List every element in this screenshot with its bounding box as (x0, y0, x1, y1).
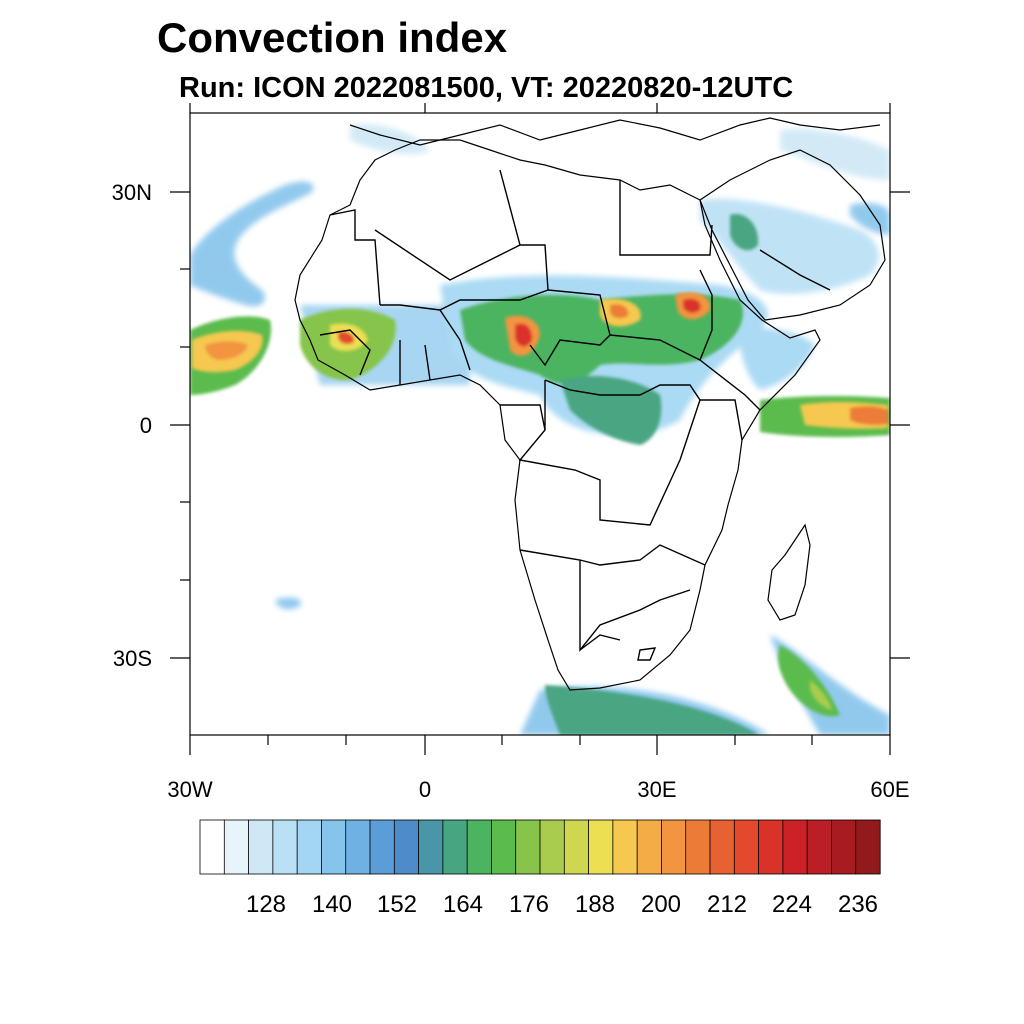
y-tick-label-30n: 30N (112, 180, 152, 205)
axis-ticks (170, 103, 910, 755)
border-19 (759, 249, 831, 291)
small-atlantic-cell (275, 597, 301, 610)
map-frame (189, 112, 891, 736)
border-4 (619, 180, 713, 256)
colorbar-swatch (345, 819, 371, 875)
colorbar-label: 212 (707, 891, 747, 918)
mediterranean-coastline (349, 117, 881, 146)
colorbar-swatch (855, 819, 881, 875)
sahel-green (460, 294, 744, 384)
colorbar-swatch (636, 819, 663, 875)
madagascar-coastline (767, 523, 811, 621)
arabia-green (730, 214, 759, 251)
colorbar-label: 152 (377, 891, 417, 918)
colorbar-swatch (442, 819, 468, 875)
south-africa-green (545, 685, 760, 735)
border-13 (700, 399, 743, 441)
border-2 (374, 229, 549, 311)
border-3 (499, 169, 521, 246)
colorbar-swatch (248, 819, 274, 875)
border-16 (424, 344, 431, 381)
border-12 (579, 634, 621, 651)
colorbar-label: 140 (312, 891, 352, 918)
colorbar (199, 819, 881, 875)
convection-field (190, 124, 890, 735)
chart-title: Convection index (157, 14, 508, 61)
x-tick-label-30w: 30W (167, 777, 212, 802)
colorbar-swatch (806, 819, 833, 875)
border-14 (319, 329, 371, 376)
colorbar-label: 200 (641, 891, 681, 918)
chart-subtitle: Run: ICON 2022081500, VT: 20220820-12UTC (179, 72, 794, 104)
colorbar-swatch (661, 819, 687, 875)
colorbar-swatch (831, 819, 857, 875)
colorbar-swatch (466, 819, 493, 875)
x-tick-label-0: 0 (419, 777, 431, 802)
colorbar-swatch (685, 819, 711, 875)
colorbar-swatch (393, 819, 420, 875)
colorbar-swatch (758, 819, 784, 875)
guinea-red (338, 331, 355, 345)
border-10 (519, 544, 706, 566)
border-1 (329, 209, 381, 306)
colorbar-labels: 128 140 152 164 176 188 200 212 224 236 (246, 891, 878, 918)
chad-orange (610, 304, 629, 319)
colorbar-label: 176 (509, 891, 549, 918)
colorbar-swatch (733, 819, 760, 875)
colorbar-swatch (563, 819, 590, 875)
x-tick-label-60e: 60E (870, 777, 909, 802)
colorbar-swatch (515, 819, 541, 875)
colorbar-swatch (369, 819, 395, 875)
colorbar-swatch (612, 819, 638, 875)
colorbar-swatch (296, 819, 323, 875)
colorbar-swatch (539, 819, 565, 875)
africa-coastline (294, 139, 821, 691)
colorbar-swatch (709, 819, 735, 875)
colorbar-swatch (418, 819, 444, 875)
west-atlantic-wave-band (190, 181, 314, 307)
colorbar-label: 236 (838, 891, 878, 918)
colorbar-label: 188 (575, 891, 615, 918)
border-18 (500, 404, 546, 431)
border-8 (544, 379, 701, 461)
colorbar-swatch (782, 819, 808, 875)
border-11 (579, 560, 691, 652)
caspian-light (780, 128, 890, 180)
border-17 (439, 309, 471, 371)
border-7 (699, 359, 761, 411)
border-9 (518, 380, 681, 526)
y-tick-label-0: 0 (140, 413, 152, 438)
colorbar-swatch (223, 819, 250, 875)
arabia-coastline (699, 149, 886, 321)
colorbar-swatch (321, 819, 347, 875)
nigeria-red (515, 323, 533, 347)
horn-light (739, 328, 815, 390)
west-atlantic-orange (205, 341, 248, 360)
colorbar-swatch (588, 819, 614, 875)
colorbar-label: 224 (772, 891, 812, 918)
x-tick-label-30e: 30E (637, 777, 676, 802)
madagascar-south-yellow (810, 680, 832, 710)
colorbar-swatch (272, 819, 298, 875)
border-5 (529, 289, 611, 367)
y-tick-label-30s: 30S (113, 646, 152, 671)
indian-ocean-orange (850, 406, 888, 425)
colorbar-label: 128 (246, 891, 286, 918)
colorbar-swatch (491, 819, 517, 875)
colorbar-label: 164 (443, 891, 483, 918)
colorbar-swatch (199, 819, 225, 875)
africa-outline (294, 117, 886, 691)
sudan-red (683, 298, 701, 313)
lesotho (637, 647, 657, 661)
border-6 (609, 269, 713, 361)
